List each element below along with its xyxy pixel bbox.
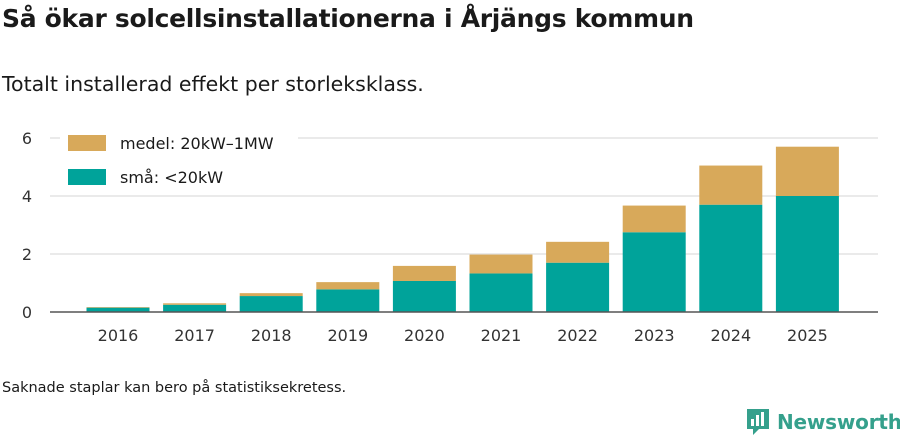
newsworthy-logo-icon xyxy=(747,409,769,435)
x-tick-label: 2025 xyxy=(787,326,828,345)
x-tick-label: 2016 xyxy=(98,326,139,345)
bar-2023-medel[interactable] xyxy=(622,205,686,233)
legend-swatch xyxy=(68,169,106,185)
y-tick-label: 0 xyxy=(22,303,32,322)
stacked-bar-chart: 0 2 4 6 2016 2017 2018 2019 2020 2021 2022 2023 2024… xyxy=(22,129,878,345)
bar-2025-medel[interactable] xyxy=(775,146,839,196)
y-tick-label: 4 xyxy=(22,187,32,206)
x-tick-label: 2022 xyxy=(557,326,598,345)
bar-2016-medel[interactable] xyxy=(86,307,150,308)
chart-title: Så ökar solcellsinstallationerna i Årjän… xyxy=(2,4,694,33)
bar-2021-medel[interactable] xyxy=(469,254,533,274)
x-tick-label: 2021 xyxy=(481,326,522,345)
bar-2020-medel[interactable] xyxy=(392,265,456,281)
x-tick-label: 2020 xyxy=(404,326,445,345)
brand-name: Newsworthy xyxy=(777,410,900,434)
x-tick-label: 2019 xyxy=(327,326,368,345)
footnote: Saknade staplar kan bero på statistiksek… xyxy=(2,380,347,396)
legend-label[interactable]: medel: 20kW–1MW xyxy=(120,134,274,153)
legend-swatch xyxy=(68,135,106,151)
bar-2018-medel[interactable] xyxy=(239,293,303,297)
legend-label[interactable]: små: <20kW xyxy=(120,168,223,187)
bar-2017-medel[interactable] xyxy=(163,303,227,305)
bar-2019-sma[interactable] xyxy=(316,289,380,312)
bar-2016-sma[interactable] xyxy=(86,307,150,312)
x-tick-label: 2017 xyxy=(174,326,215,345)
bar-2017-sma[interactable] xyxy=(163,304,227,312)
bar-2021-sma[interactable] xyxy=(469,273,533,312)
bar-2018-sma[interactable] xyxy=(239,296,303,312)
y-tick-label: 2 xyxy=(22,245,32,264)
bar-2024-sma[interactable] xyxy=(699,204,763,312)
bar-2025-sma[interactable] xyxy=(775,196,839,312)
bar-2020-sma[interactable] xyxy=(392,280,456,312)
y-tick-label: 6 xyxy=(22,129,32,148)
bar-2019-medel[interactable] xyxy=(316,282,380,290)
brand-logo[interactable]: Newsworthy xyxy=(745,407,900,437)
bar-2023-sma[interactable] xyxy=(622,232,686,312)
x-tick-label: 2023 xyxy=(634,326,675,345)
bar-2024-medel[interactable] xyxy=(699,165,763,205)
x-tick-label: 2024 xyxy=(710,326,751,345)
chart-subtitle: Totalt installerad effekt per storlekskl… xyxy=(2,72,424,96)
x-tick-label: 2018 xyxy=(251,326,292,345)
bar-2022-medel[interactable] xyxy=(546,241,610,263)
bar-2022-sma[interactable] xyxy=(546,262,610,312)
